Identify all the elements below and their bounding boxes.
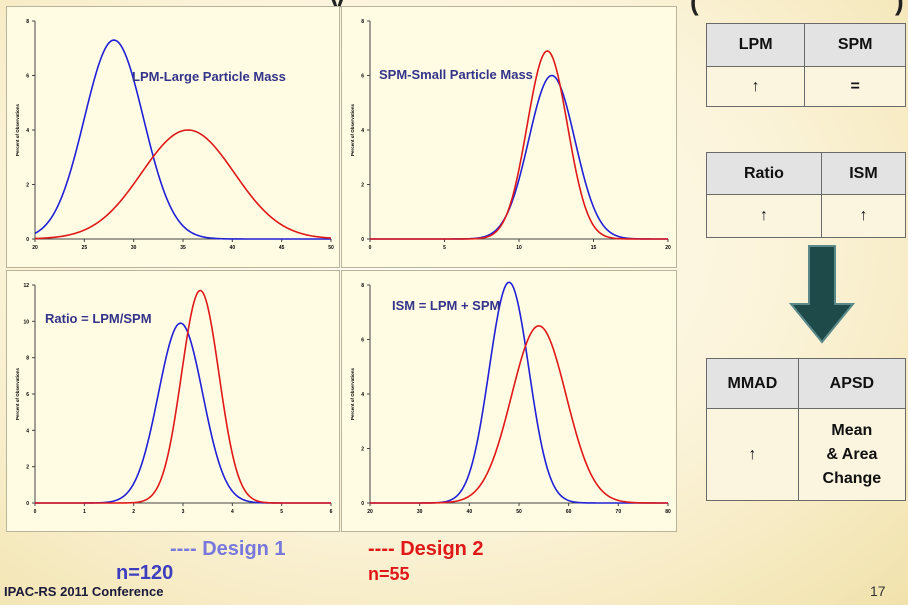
x-tick-label: 40 bbox=[230, 245, 236, 251]
y-tick-label: 2 bbox=[361, 447, 364, 453]
series-line-1 bbox=[370, 281, 668, 504]
x-tick-label: 10 bbox=[516, 245, 522, 251]
y-tick-label: 6 bbox=[26, 74, 29, 80]
x-tick-label: 30 bbox=[131, 245, 137, 251]
panel-label: ISM = LPM + SPM bbox=[392, 298, 501, 313]
spm-chart: 0 2 4 6 8 0 5 10 15 20 Percent of Observations bbox=[350, 19, 671, 251]
x-tick-label: 30 bbox=[417, 509, 423, 515]
y-tick-label: 4 bbox=[361, 128, 364, 134]
table-cell: ↑ bbox=[820, 194, 907, 238]
table-cell: = bbox=[804, 66, 906, 107]
x-tick-label: 50 bbox=[328, 245, 334, 251]
table-cell: ↑ bbox=[705, 66, 806, 107]
x-tick-label: 6 bbox=[330, 509, 333, 515]
table-header: SPM bbox=[804, 23, 906, 67]
series-line-2 bbox=[370, 50, 668, 240]
lpm-spm-table: LPM SPM ↑ = bbox=[705, 23, 906, 107]
y-tick-label: 4 bbox=[26, 428, 29, 434]
footer-conference: IPAC-RS 2011 Conference bbox=[4, 584, 164, 599]
table-header: MMAD bbox=[706, 358, 799, 409]
x-tick-label: 25 bbox=[82, 245, 88, 251]
x-tick-label: 0 bbox=[34, 509, 37, 515]
y-tick-label: 0 bbox=[26, 237, 29, 243]
y-tick-label: 2 bbox=[26, 183, 29, 189]
series-line-1 bbox=[35, 322, 331, 504]
x-tick-label: 80 bbox=[665, 509, 671, 515]
title-fragment: ) bbox=[895, 0, 904, 16]
y-tick-label: 4 bbox=[361, 392, 364, 398]
table-cell: ↑ bbox=[706, 408, 799, 501]
x-tick-label: 5 bbox=[280, 509, 283, 515]
chart-panel-ratio: 0 2 4 6 8 10 12 0 1 2 3 4 5 6 Percent of Observations … bbox=[6, 270, 340, 532]
table-header: LPM bbox=[705, 23, 806, 67]
y-tick-label: 8 bbox=[26, 356, 29, 362]
y-tick-label: 0 bbox=[361, 501, 364, 507]
table-cell: ↑ bbox=[706, 194, 822, 238]
panel-label: LPM-Large Particle Mass bbox=[132, 69, 286, 84]
y-axis-label: Percent of Observations bbox=[350, 104, 355, 157]
x-tick-label: 70 bbox=[616, 509, 622, 515]
x-tick-label: 0 bbox=[369, 245, 372, 251]
table-header: Ratio bbox=[706, 152, 822, 195]
y-tick-label: 2 bbox=[361, 183, 364, 189]
x-tick-label: 1 bbox=[83, 509, 86, 515]
ism-chart: 0 2 4 6 8 20 30 40 50 60 70 80 Percent of Observatio… bbox=[350, 281, 671, 515]
y-tick-label: 2 bbox=[26, 465, 29, 471]
x-tick-label: 4 bbox=[231, 509, 234, 515]
x-tick-label: 20 bbox=[367, 509, 373, 515]
y-tick-label: 10 bbox=[23, 319, 29, 325]
y-tick-label: 6 bbox=[361, 338, 364, 344]
x-tick-label: 2 bbox=[132, 509, 135, 515]
y-tick-label: 6 bbox=[361, 74, 364, 80]
chart-panel-lpm: 0 2 4 6 8 20 25 30 35 40 45 50 Percent of Observatio… bbox=[6, 6, 340, 268]
mmad-apsd-table: MMAD APSD ↑ Mean & Area Change bbox=[706, 358, 907, 501]
x-tick-label: 60 bbox=[566, 509, 572, 515]
chart-panel-spm: 0 2 4 6 8 0 5 10 15 20 Percent of Observations SPM… bbox=[341, 6, 677, 268]
y-tick-label: 6 bbox=[26, 392, 29, 398]
y-tick-label: 8 bbox=[26, 19, 29, 25]
series-line-2 bbox=[370, 325, 668, 504]
table-header: APSD bbox=[797, 358, 907, 409]
y-tick-label: 8 bbox=[361, 19, 364, 25]
x-tick-label: 3 bbox=[182, 509, 185, 515]
y-tick-label: 4 bbox=[26, 128, 29, 134]
x-tick-label: 5 bbox=[443, 245, 446, 251]
y-axis-label: Percent of Observations bbox=[15, 368, 20, 421]
y-tick-label: 8 bbox=[361, 283, 364, 289]
slide-number: 17 bbox=[870, 583, 886, 599]
x-tick-label: 20 bbox=[665, 245, 671, 251]
series-line-2 bbox=[35, 289, 331, 504]
y-axis-label: Percent of Observations bbox=[15, 104, 20, 157]
title-fragment: ( bbox=[690, 0, 699, 16]
ratio-ism-table: Ratio ISM ↑ ↑ bbox=[706, 152, 907, 238]
down-arrow-icon bbox=[788, 245, 856, 344]
x-tick-label: 35 bbox=[180, 245, 186, 251]
y-tick-label: 0 bbox=[26, 501, 29, 507]
y-tick-label: 12 bbox=[23, 283, 29, 289]
series-line-1 bbox=[34, 39, 331, 240]
series-line-2 bbox=[34, 129, 332, 240]
table-cell-line: & Area bbox=[826, 445, 878, 463]
legend-design-2-n: n=55 bbox=[368, 564, 410, 584]
table-cell-line: Mean bbox=[831, 421, 873, 439]
table-cell-line: Change bbox=[822, 469, 882, 487]
legend-design-2: ---- Design 2 bbox=[368, 538, 484, 560]
lpm-chart: 0 2 4 6 8 20 25 30 35 40 45 50 Percent of Observatio… bbox=[15, 19, 334, 251]
table-cell-multiline: Mean & Area Change bbox=[797, 408, 907, 501]
x-tick-label: 15 bbox=[591, 245, 597, 251]
legend-design-1: ---- Design 1 bbox=[170, 538, 286, 560]
x-tick-label: 40 bbox=[467, 509, 473, 515]
panel-label: SPM-Small Particle Mass bbox=[379, 67, 533, 82]
y-axis-label: Percent of Observations bbox=[350, 368, 355, 421]
x-tick-label: 20 bbox=[32, 245, 38, 251]
chart-panel-ism: 0 2 4 6 8 20 30 40 50 60 70 80 Percent of Observatio… bbox=[341, 270, 677, 532]
series-line-1 bbox=[370, 74, 668, 240]
x-tick-label: 45 bbox=[279, 245, 285, 251]
y-tick-label: 0 bbox=[361, 237, 364, 243]
x-tick-label: 50 bbox=[516, 509, 522, 515]
panel-label: Ratio = LPM/SPM bbox=[45, 311, 152, 326]
table-header: ISM bbox=[820, 152, 907, 195]
legend-design-1-n: n=120 bbox=[116, 562, 174, 584]
